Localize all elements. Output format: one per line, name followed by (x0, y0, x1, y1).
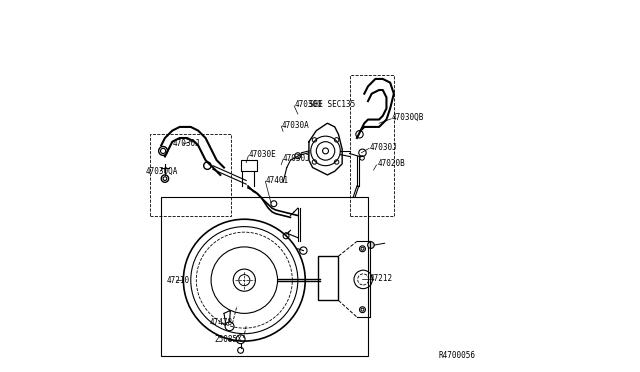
Text: 47478: 47478 (209, 318, 232, 327)
Bar (150, 134, 232, 215)
Text: 47030J: 47030J (172, 139, 200, 148)
Text: R4700056: R4700056 (438, 351, 475, 360)
Text: 47020B: 47020B (377, 159, 405, 169)
Text: 47030J: 47030J (370, 143, 397, 152)
Text: 25085X: 25085X (215, 335, 243, 344)
Text: 47030QA: 47030QA (146, 167, 178, 176)
Bar (349, 75, 394, 215)
Text: 47030E: 47030E (249, 150, 277, 159)
Text: 47401: 47401 (266, 176, 289, 185)
Text: 47030J: 47030J (283, 154, 311, 163)
Bar (318, 256, 339, 301)
Circle shape (367, 242, 374, 248)
Bar (241, 160, 257, 171)
Text: 47212: 47212 (370, 274, 393, 283)
Text: 47030O: 47030O (294, 100, 322, 109)
Text: SEE SEC135: SEE SEC135 (309, 100, 355, 109)
Text: 47030QB: 47030QB (392, 113, 424, 122)
Text: 47030A: 47030A (281, 121, 309, 129)
Text: 47210: 47210 (167, 276, 190, 285)
Bar (161, 197, 368, 356)
